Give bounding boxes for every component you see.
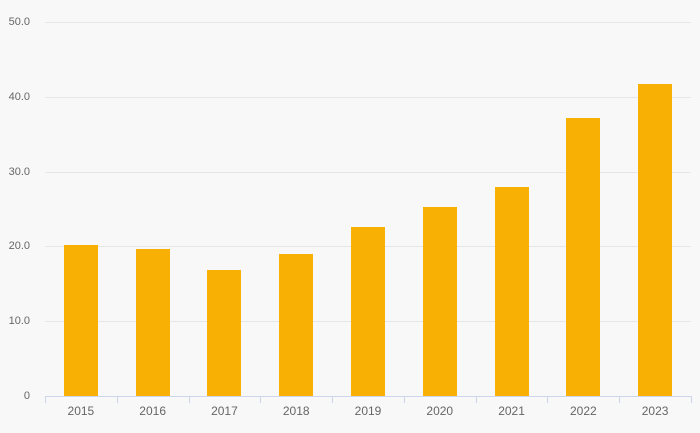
x-axis-category-label: 2017	[211, 404, 238, 418]
y-axis-tick-label: 50.0	[8, 16, 30, 28]
x-axis-tick	[117, 396, 118, 403]
x-axis-category-label: 2022	[569, 404, 597, 418]
x-axis-tick	[45, 396, 46, 403]
y-axis-tick-label: 30.0	[8, 165, 30, 178]
x-axis-category-label: 2018	[282, 404, 310, 418]
bar-2021[interactable]	[494, 187, 529, 396]
x-axis-category-label: 2015	[67, 404, 95, 418]
x-axis-tick	[476, 396, 477, 403]
y-gridline	[45, 96, 691, 98]
bar-2017[interactable]	[207, 270, 242, 396]
y-axis-tick-label: 20.0	[8, 240, 30, 253]
x-axis-tick	[404, 396, 405, 403]
x-axis-tick	[619, 396, 620, 403]
x-axis-category-label: 2016	[139, 404, 166, 418]
y-gridline	[45, 171, 691, 173]
x-axis-tick	[189, 396, 190, 403]
bar-2016[interactable]	[135, 248, 170, 396]
x-axis-tick	[260, 396, 261, 403]
y-axis-tick-label: 40.0	[8, 90, 30, 103]
x-axis-line	[45, 396, 692, 397]
x-axis-tick	[547, 396, 548, 403]
bar-2019[interactable]	[351, 226, 385, 396]
bar-2020[interactable]	[422, 206, 457, 396]
x-axis-category-label: 2021	[498, 404, 525, 418]
x-axis-category-label: 2019	[354, 404, 382, 418]
x-axis-category-label: 2023	[641, 404, 669, 418]
bar-2022[interactable]	[566, 118, 601, 396]
bar-2015[interactable]	[63, 244, 98, 396]
y-axis-tick-label: 10.0	[8, 315, 30, 328]
y-gridline	[45, 22, 691, 23]
x-axis-tick	[332, 396, 333, 403]
x-axis-tick	[691, 396, 692, 403]
x-axis-category-label: 2020	[426, 404, 454, 418]
bar-2018[interactable]	[279, 253, 314, 396]
bar-2023[interactable]	[638, 84, 673, 396]
y-axis-tick-label: 0	[23, 390, 30, 402]
